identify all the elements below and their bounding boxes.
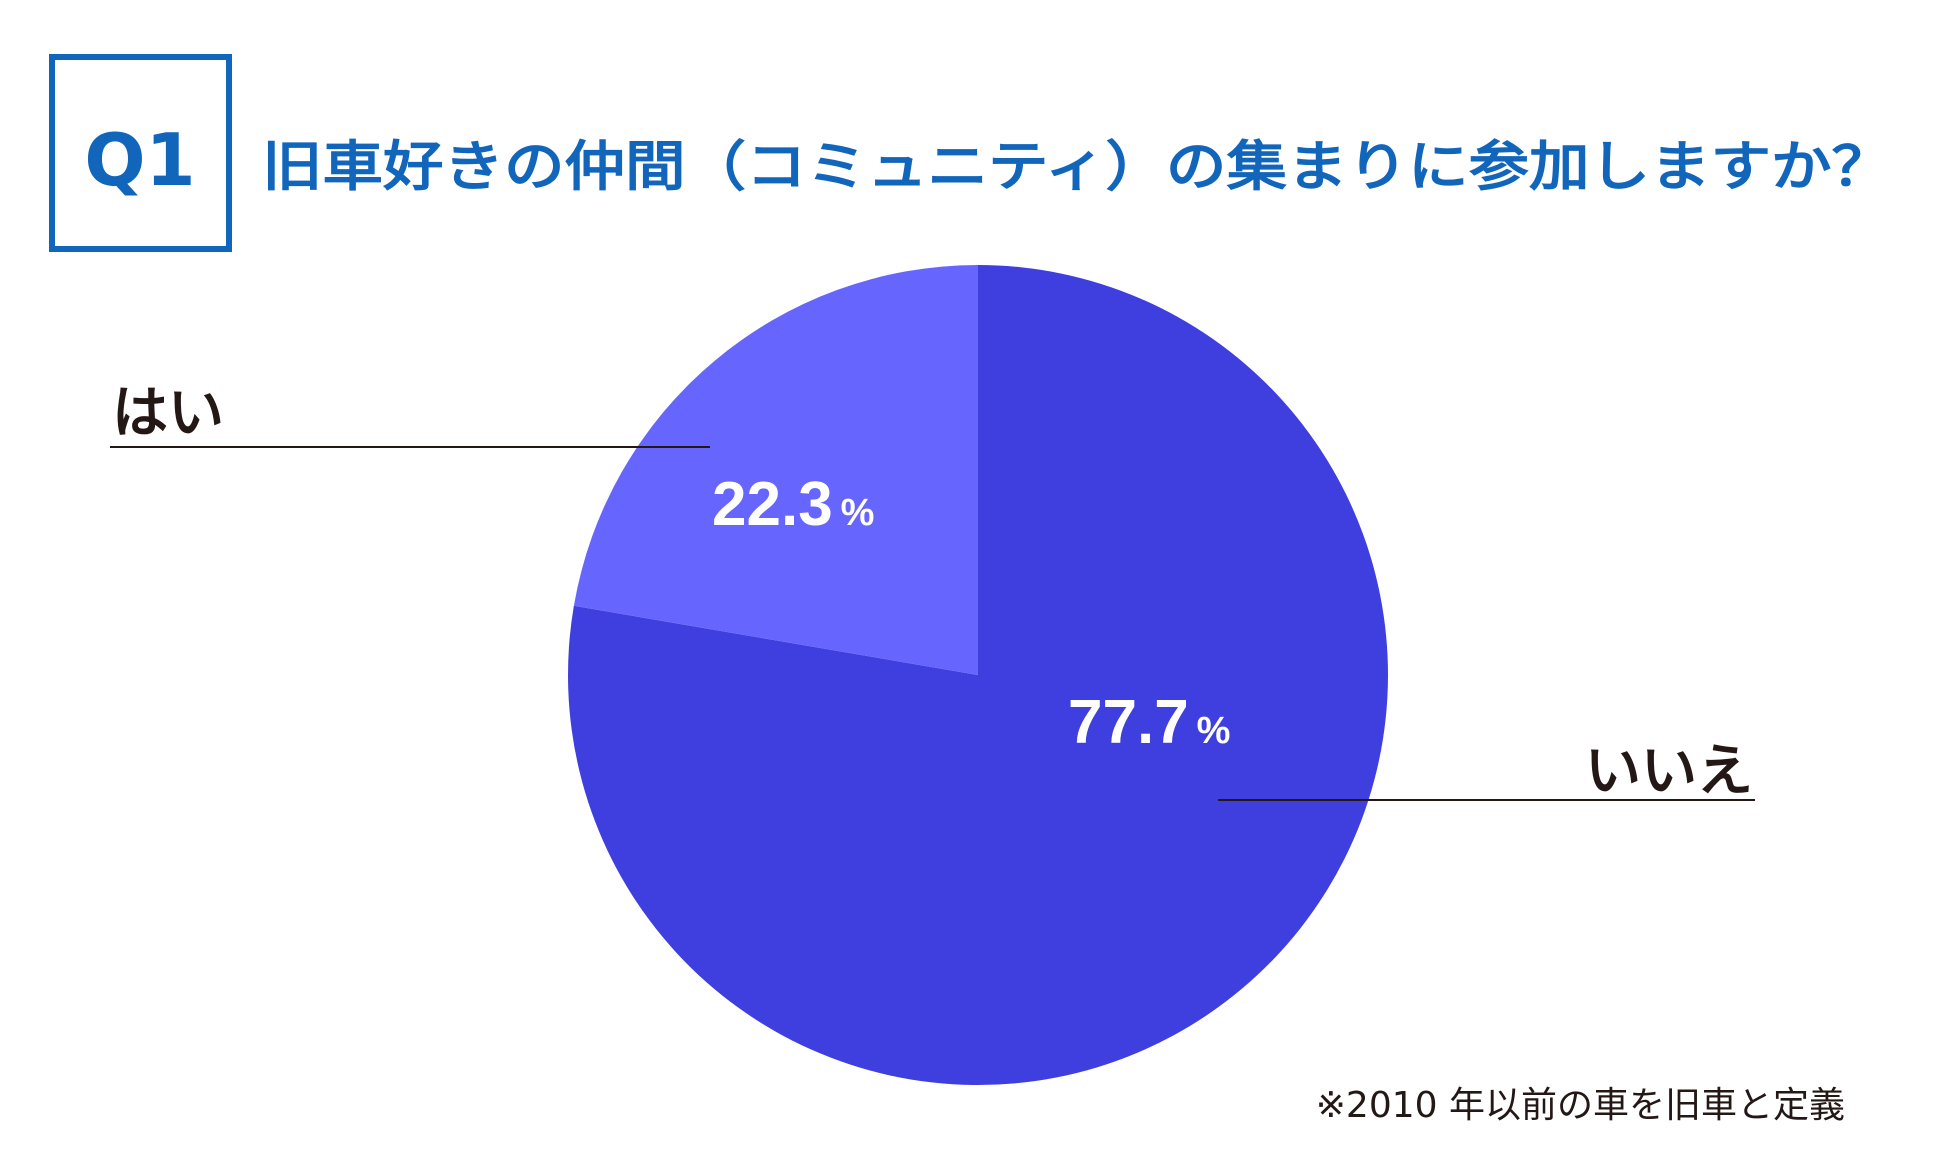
pie-slices — [567, 265, 1388, 1085]
chart-title: 旧車好きの仲間（コミュニティ）の集まりに参加しますか？ — [262, 135, 1892, 198]
slice-value-no-unit: % — [1197, 710, 1231, 752]
slice-value-yes: 22.3% — [712, 470, 874, 539]
pie-slice-yes — [573, 265, 978, 675]
slice-value-yes-number: 22.3 — [712, 470, 833, 539]
footnote: ※2010 年以前の車を旧車と定義 — [1316, 1085, 1845, 1126]
question-badge-text: Q1 — [84, 118, 195, 202]
slice-value-no: 77.7% — [1068, 688, 1230, 757]
slice-label-yes: はい — [112, 381, 224, 446]
slice-label-no: いいえ — [1585, 739, 1753, 804]
question-badge-frame — [49, 54, 232, 252]
slice-value-no-number: 77.7 — [1068, 688, 1189, 757]
pie-slice-no — [567, 265, 1388, 1085]
slice-value-yes-unit: % — [841, 492, 875, 534]
